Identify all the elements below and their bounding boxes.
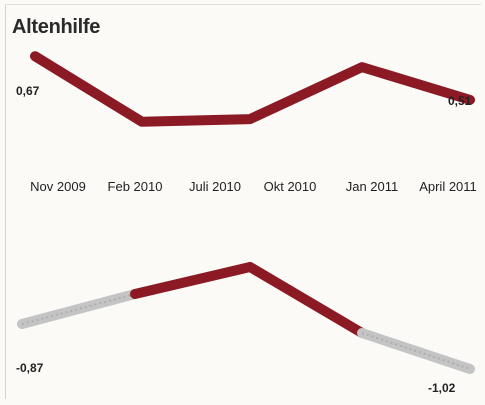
data-label-start-top: 0,67 <box>16 84 40 98</box>
x-tick-label: April 2011 <box>419 179 477 194</box>
panel-border-top <box>5 4 481 5</box>
series-segment-bottom-3 <box>245 262 367 338</box>
x-tick-label: Jan 2011 <box>346 179 399 194</box>
x-tick-label: Juli 2010 <box>189 179 241 194</box>
data-label-start-bottom: -0,87 <box>16 361 44 375</box>
series-segment-bottom-1 <box>17 289 140 329</box>
series-line-top <box>30 51 475 127</box>
x-tick-label: Nov 2009 <box>30 179 86 194</box>
x-tick-label: Okt 2010 <box>264 179 317 194</box>
panel-border-left <box>5 4 6 399</box>
series-segment-bottom-2 <box>130 262 255 299</box>
chart-title: Altenhilfe <box>12 16 101 38</box>
data-label-end-bottom: -1,02 <box>428 381 456 395</box>
x-tick-label: Feb 2010 <box>108 179 163 194</box>
data-label-end-top: 0,51 <box>448 94 472 108</box>
series-segment-bottom-4-texture <box>361 332 471 370</box>
